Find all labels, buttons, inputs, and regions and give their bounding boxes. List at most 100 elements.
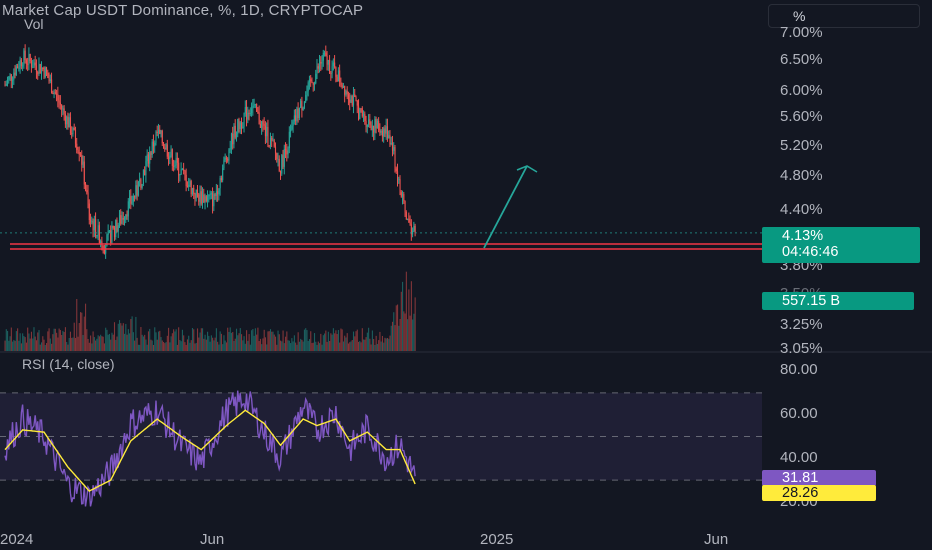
price-candle [126, 214, 128, 217]
volume-bar [403, 311, 405, 351]
price-candle [332, 62, 334, 67]
volume-bar [102, 336, 104, 351]
volume-bar [166, 335, 168, 351]
price-candle [232, 133, 234, 145]
price-candle [106, 234, 108, 247]
rsi-tick: 80.00 [780, 361, 818, 378]
price-candle [370, 124, 372, 131]
percent-toggle-button[interactable]: % [768, 4, 920, 28]
price-candle [44, 67, 46, 78]
price-candle [296, 108, 298, 122]
volume-bar [134, 340, 136, 351]
volume-bar [301, 339, 303, 351]
volume-bar [365, 337, 367, 351]
volume-bar [115, 339, 117, 351]
price-candle [228, 149, 230, 161]
price-candle [40, 67, 43, 74]
price-candle [393, 147, 395, 151]
time-tick: Jun [704, 531, 729, 548]
price-candle [360, 108, 362, 110]
price-candle [220, 178, 222, 181]
price-candle [76, 143, 78, 150]
volume-bar [110, 339, 112, 351]
price-candle [394, 147, 396, 169]
volume-bar [325, 330, 327, 351]
price-candle [412, 230, 414, 235]
price-candle [209, 193, 211, 196]
volume-bar [344, 335, 346, 351]
volume-bar [96, 338, 98, 351]
volume-bar [135, 316, 137, 351]
volume-bar [93, 337, 95, 351]
volume-bar [43, 339, 45, 351]
time-tick: 2024 [0, 531, 34, 548]
volume-bar [213, 340, 215, 351]
price-candle [403, 194, 405, 202]
price-candle [257, 111, 259, 113]
price-candle [357, 105, 360, 120]
volume-bar [251, 330, 253, 351]
volume-bar [319, 343, 321, 351]
price-candle [274, 146, 277, 154]
price-candle [147, 154, 150, 164]
volume-bar [359, 340, 361, 351]
volume-bar [165, 342, 167, 351]
price-candle [85, 184, 87, 191]
volume-bar [173, 329, 175, 351]
volume-bar [391, 321, 394, 351]
volume-bar [199, 332, 201, 351]
price-candle [291, 125, 293, 130]
price-candle [202, 194, 204, 204]
price-candle [325, 52, 327, 56]
price-candle [369, 119, 371, 125]
volume-bar [81, 312, 83, 351]
time-tick: Jun [200, 531, 225, 548]
volume-bar [351, 339, 353, 351]
volume-bar [42, 336, 44, 351]
price-candle [35, 65, 38, 72]
volume-bar [259, 338, 261, 351]
price-candle [176, 157, 178, 163]
price-candle [407, 218, 409, 220]
volume-bar [276, 344, 278, 351]
volume-bar [28, 333, 30, 351]
volume-bar [258, 341, 260, 351]
price-candle [339, 70, 341, 82]
volume-bar [69, 331, 72, 351]
price-candle [71, 133, 73, 135]
volume-bar [72, 337, 74, 351]
volume-bar [337, 330, 339, 351]
price-candle [131, 201, 133, 204]
price-candle [22, 65, 24, 67]
volume-bar [292, 341, 294, 351]
price-candle [92, 221, 94, 231]
volume-bar [124, 333, 126, 351]
price-candle [410, 224, 412, 235]
price-candle [198, 194, 200, 202]
volume-bar [249, 344, 251, 351]
volume-bar [113, 322, 116, 351]
volume-bar [87, 338, 89, 351]
volume-bar [130, 319, 132, 351]
price-candle [352, 94, 355, 106]
volume-bar [264, 337, 267, 351]
volume-bar [15, 331, 17, 351]
volume-bar [168, 327, 170, 351]
volume-bar [186, 339, 189, 351]
volume-bar [103, 343, 105, 351]
volume-bar [307, 340, 309, 351]
volume-bar [316, 344, 318, 351]
volume-bar [380, 341, 382, 351]
price-candle [122, 217, 124, 220]
price-candle [51, 79, 53, 94]
volume-bar [51, 343, 53, 351]
volume-bar [312, 342, 314, 351]
price-candle [146, 154, 148, 162]
price-candle [32, 67, 34, 69]
price-candle [235, 133, 238, 138]
price-candle [53, 92, 55, 94]
volume-bar [290, 343, 292, 351]
price-candle [137, 181, 139, 196]
volume-bar [188, 335, 190, 351]
